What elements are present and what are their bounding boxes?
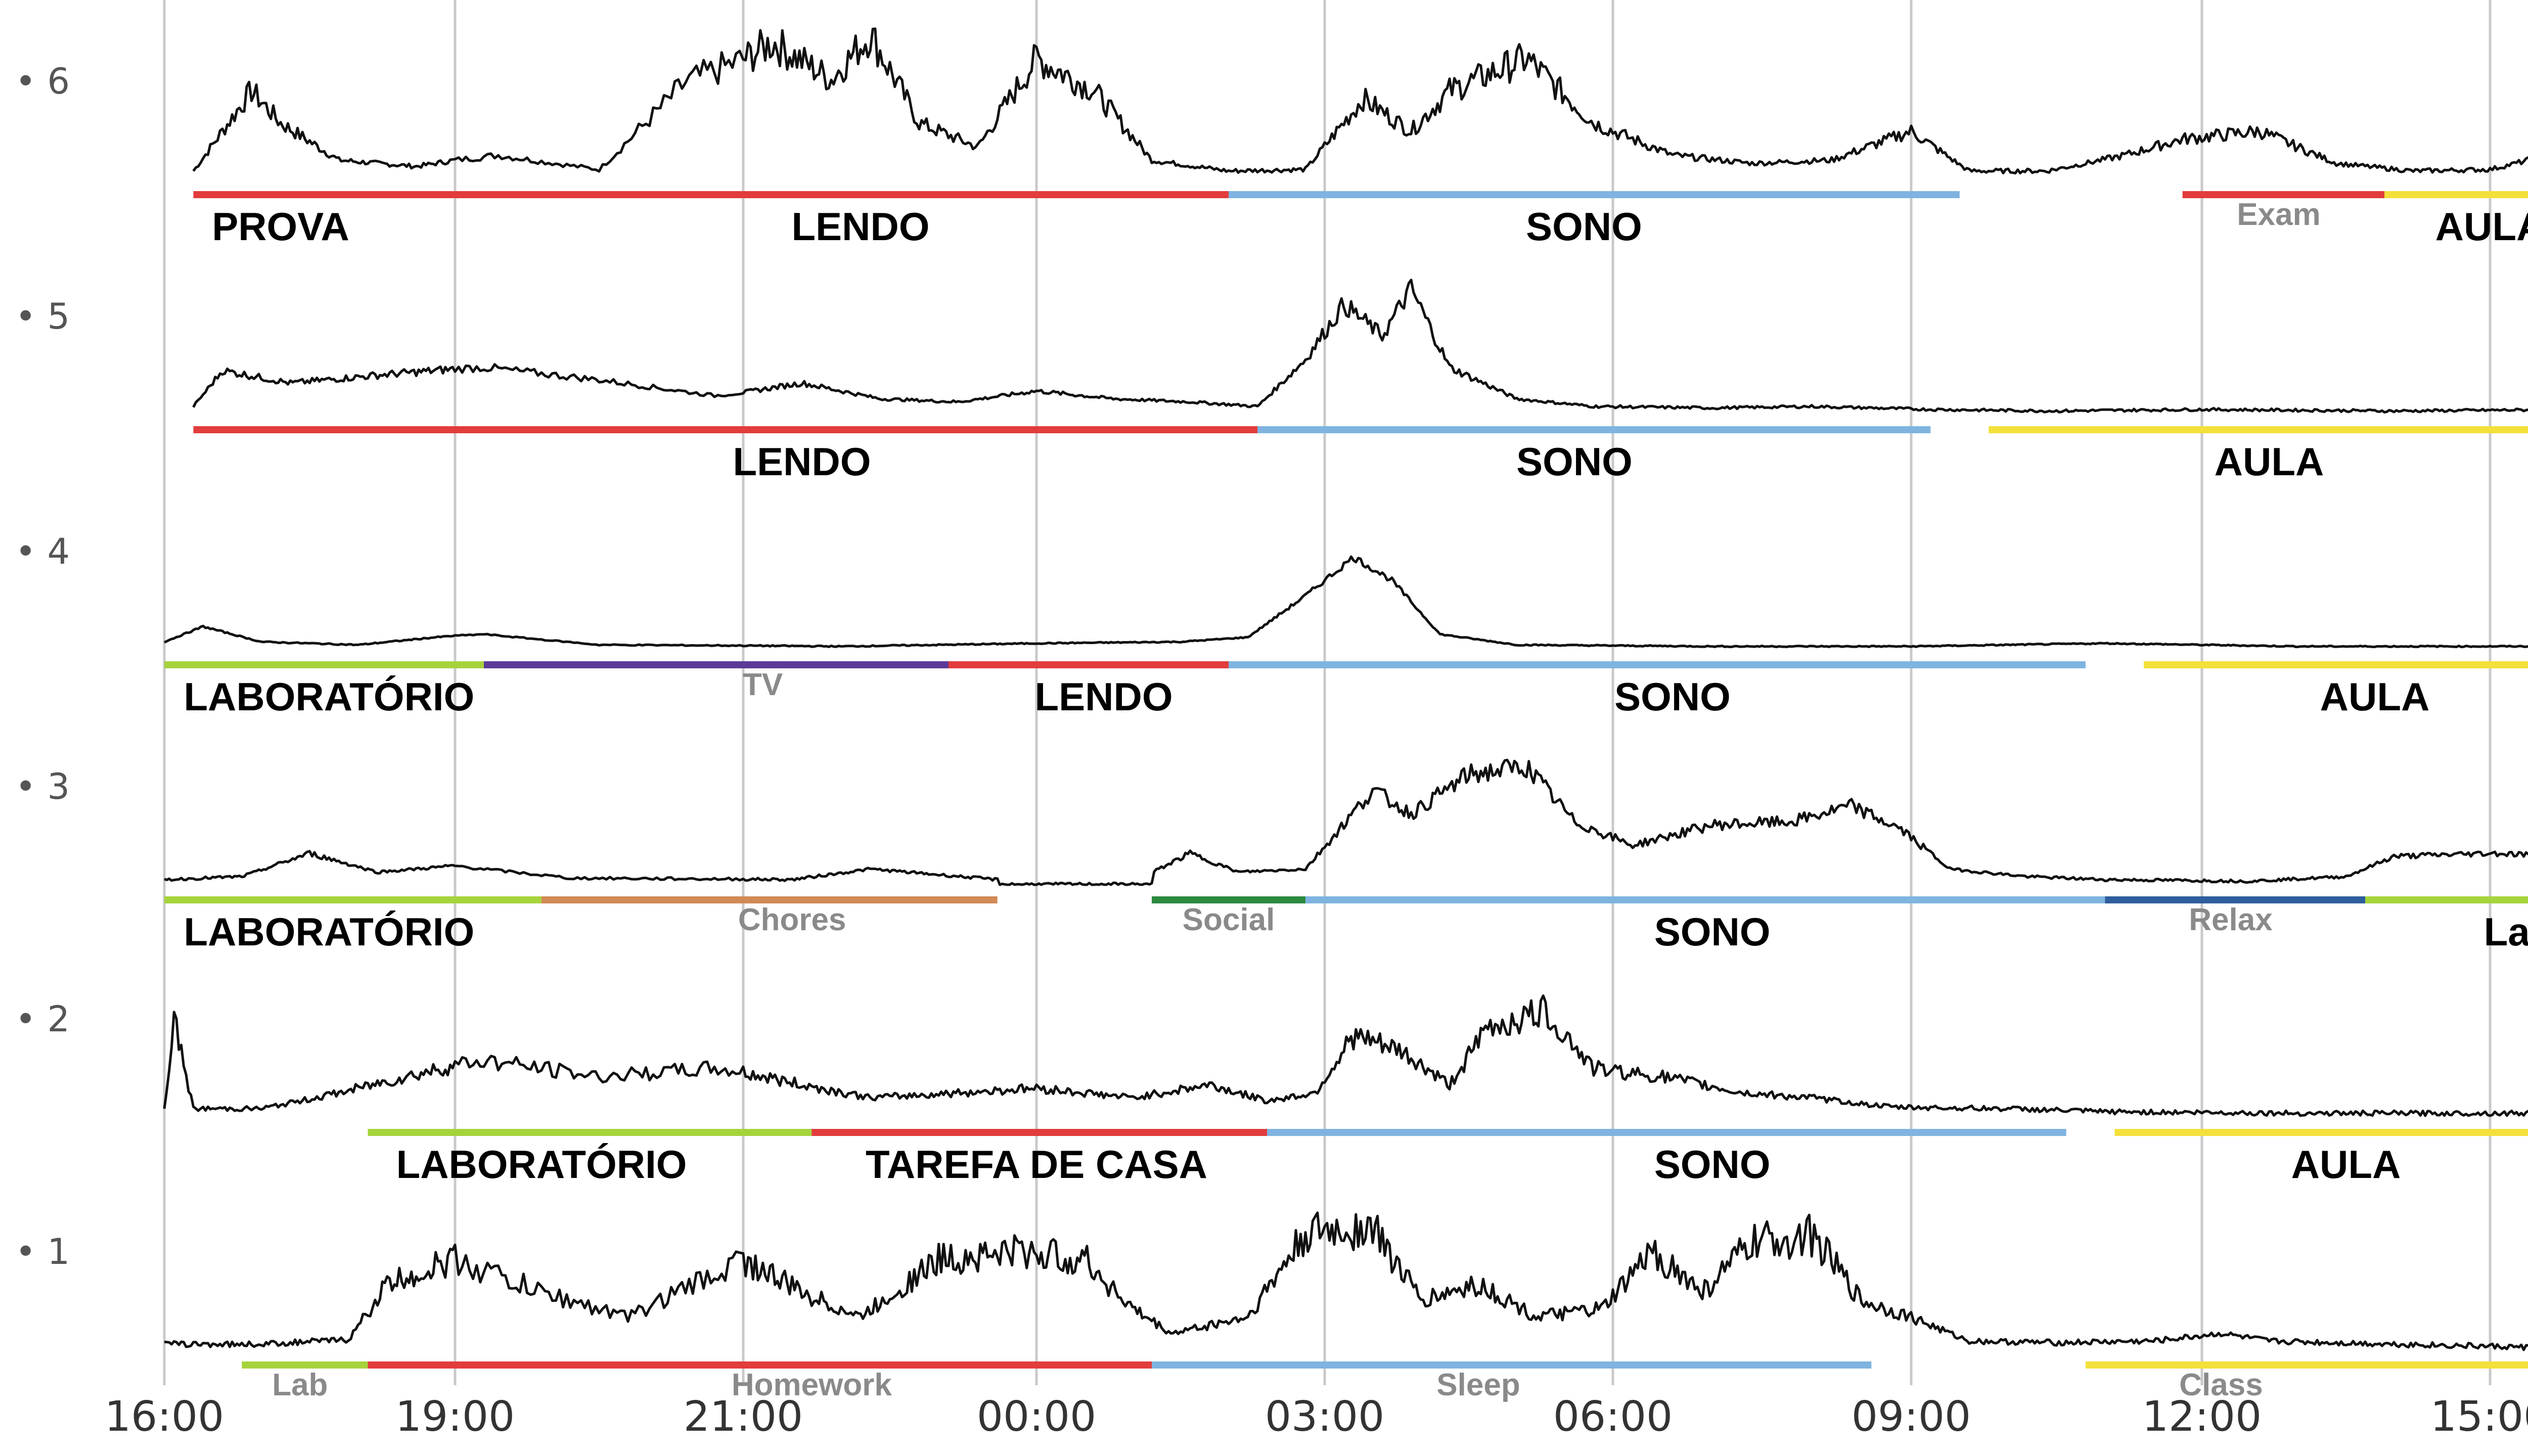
x-tick-label: 12:00	[2142, 1393, 2262, 1441]
activity-label: TV	[743, 667, 783, 702]
activity-label: LENDO	[792, 204, 930, 249]
day-label: • 2	[15, 998, 70, 1040]
activity-label: AULA	[2435, 204, 2528, 249]
activity-label: AULA	[2320, 674, 2430, 719]
activity-trace-day-2	[163, 994, 2528, 1117]
activity-label: Lab	[2484, 909, 2528, 954]
x-tick-label: 03:00	[1265, 1393, 1384, 1441]
day-label: • 6	[15, 61, 70, 102]
activity-label: Relax	[2189, 902, 2273, 937]
activity-label: Sleep	[1436, 1368, 1520, 1402]
activity-trace-day-4	[163, 555, 2528, 649]
activity-label: LABORATÓRIO	[184, 909, 474, 954]
activity-label: Chores	[738, 902, 846, 937]
activity-trace-day-1	[164, 1211, 2528, 1351]
activity-label: LABORATÓRIO	[396, 1142, 687, 1187]
day-label: • 5	[15, 296, 70, 337]
activity-label: PROVA	[212, 204, 349, 249]
activity-label: SONO	[1614, 674, 1731, 719]
x-tick-label: 15:00	[2430, 1393, 2528, 1441]
activity-trace-day-6	[192, 27, 2528, 175]
activity-label: LENDO	[733, 439, 871, 484]
activity-label: Homework	[732, 1368, 892, 1402]
activity-trace-day-5	[192, 279, 2528, 414]
activity-label: TAREFA DE CASA	[866, 1142, 1207, 1187]
activity-label: AULA	[2291, 1142, 2401, 1187]
x-tick-label: 06:00	[1553, 1393, 1673, 1441]
x-tick-label: 00:00	[977, 1393, 1096, 1441]
activity-label: Class	[2179, 1368, 2263, 1402]
activity-label: Exam	[2237, 197, 2320, 232]
day-label: • 4	[15, 531, 70, 572]
activity-label: Social	[1183, 902, 1275, 937]
activity-trace-day-3	[164, 758, 2528, 886]
activity-label: AULA	[2215, 439, 2324, 484]
activity-label: SONO	[1654, 1142, 1771, 1187]
x-tick-label: 19:00	[395, 1393, 515, 1441]
activity-label: SONO	[1654, 909, 1771, 954]
x-tick-label: 09:00	[1852, 1393, 1971, 1441]
activity-label: Lab	[272, 1368, 328, 1402]
x-tick-label: 21:00	[684, 1393, 803, 1441]
activity-label: SONO	[1516, 439, 1633, 484]
activity-label: SONO	[1526, 204, 1642, 249]
activity-label: LENDO	[1035, 674, 1173, 719]
day-label: • 3	[15, 766, 70, 807]
day-label: • 1	[15, 1231, 70, 1272]
x-tick-label: 16:00	[105, 1393, 224, 1441]
activity-label: LABORATÓRIO	[184, 674, 474, 719]
